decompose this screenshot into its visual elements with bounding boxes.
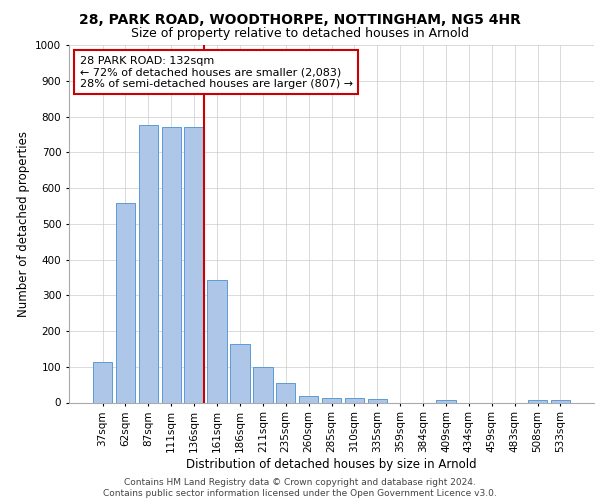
Text: Size of property relative to detached houses in Arnold: Size of property relative to detached ho… [131, 28, 469, 40]
Bar [299, 396, 319, 402]
Bar [528, 400, 547, 402]
Bar [322, 398, 341, 402]
Text: Contains HM Land Registry data © Crown copyright and database right 2024.
Contai: Contains HM Land Registry data © Crown c… [103, 478, 497, 498]
X-axis label: Distribution of detached houses by size in Arnold: Distribution of detached houses by size … [186, 458, 477, 471]
Bar [253, 368, 272, 402]
Bar [184, 127, 204, 402]
Bar [230, 344, 250, 402]
Bar [208, 280, 227, 402]
Bar [368, 399, 387, 402]
Bar [161, 127, 181, 402]
Bar [551, 400, 570, 402]
Text: 28 PARK ROAD: 132sqm
← 72% of detached houses are smaller (2,083)
28% of semi-de: 28 PARK ROAD: 132sqm ← 72% of detached h… [79, 56, 353, 89]
Bar [139, 126, 158, 402]
Bar [344, 398, 364, 402]
Bar [116, 203, 135, 402]
Bar [436, 400, 455, 402]
Bar [93, 362, 112, 403]
Text: 28, PARK ROAD, WOODTHORPE, NOTTINGHAM, NG5 4HR: 28, PARK ROAD, WOODTHORPE, NOTTINGHAM, N… [79, 12, 521, 26]
Y-axis label: Number of detached properties: Number of detached properties [17, 130, 29, 317]
Bar [276, 383, 295, 402]
